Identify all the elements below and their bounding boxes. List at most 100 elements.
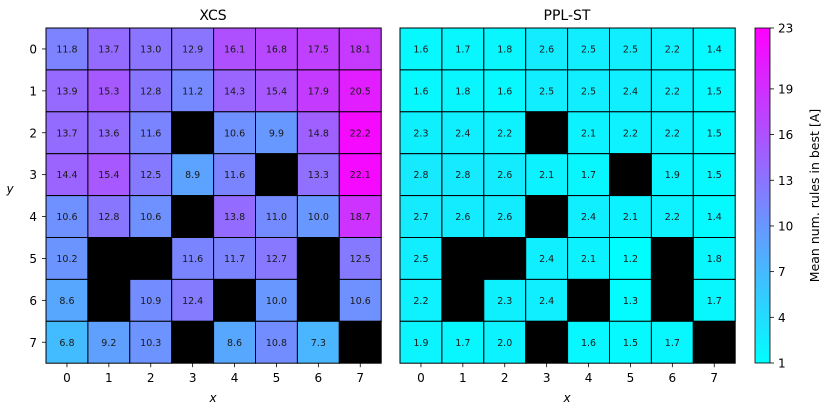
cell-value-label: 2.3 — [497, 296, 512, 307]
pplst-title: PPL-ST — [544, 8, 591, 24]
y-tick-label: 4 — [29, 210, 37, 224]
cell-value-label: 12.8 — [98, 212, 119, 223]
cell-value-label: 2.6 — [539, 44, 554, 55]
cell-value-label: 1.2 — [623, 254, 638, 265]
heatmap-cell — [399, 153, 443, 197]
cell-value-label: 2.4 — [623, 86, 638, 97]
x-tick-label: 4 — [231, 371, 239, 385]
cell-value-label: 2.2 — [665, 44, 680, 55]
cell-value-label: 10.3 — [140, 338, 161, 349]
cell-value-label: 1.3 — [623, 296, 638, 307]
masked-cell — [129, 237, 173, 280]
cell-value-label: 18.1 — [350, 44, 371, 55]
cell-value-label: 2.5 — [581, 86, 596, 97]
colorbar-tick-label: 23 — [778, 22, 793, 36]
cell-value-label: 1.7 — [455, 338, 470, 349]
masked-cell — [87, 237, 131, 280]
cell-value-label: 13.0 — [140, 44, 161, 55]
cell-value-label: 14.3 — [224, 86, 245, 97]
heatmap-cell — [692, 278, 736, 322]
heatmap-cell — [338, 278, 382, 322]
heatmap-cell — [525, 27, 569, 71]
masked-cell — [567, 278, 610, 322]
cell-value-label: 8.6 — [59, 296, 74, 307]
heatmap-cell — [213, 153, 257, 197]
cell-value-label: 2.2 — [665, 128, 680, 139]
cell-value-label: 15.4 — [98, 170, 119, 181]
cell-value-label: 14.4 — [56, 170, 77, 181]
heatmap-cell — [45, 195, 89, 239]
cell-value-label: 10.6 — [224, 128, 245, 139]
masked-cell — [650, 237, 694, 280]
masked-cell — [87, 278, 131, 322]
xcs-x-axis-label: x — [208, 391, 217, 405]
masked-cell — [525, 195, 569, 239]
cell-value-label: 1.9 — [413, 338, 428, 349]
cell-value-label: 1.6 — [413, 86, 428, 97]
xcs-heatmap: 11.8 13.7 13.0 12.9 16.1 16.8 17.5 18.113.9 15.3… — [29, 27, 382, 385]
colorbar-tick-label: 4 — [778, 311, 786, 325]
cell-value-label: 20.5 — [350, 86, 371, 97]
y-tick-label: 6 — [29, 294, 37, 308]
colorbar-tick-label: 16 — [778, 128, 793, 142]
heatmap-cell — [692, 27, 736, 71]
y-tick-label: 2 — [29, 126, 37, 140]
heatmap-cell — [609, 27, 652, 71]
masked-cell — [171, 111, 215, 155]
heatmap-cell — [171, 153, 215, 197]
colorbar-tick-label: 10 — [778, 219, 793, 233]
heatmap-cell — [87, 111, 131, 155]
cell-value-label: 2.1 — [581, 128, 596, 139]
masked-cell — [441, 237, 485, 280]
heatmap-cell — [692, 195, 736, 239]
pplst-x-axis-label: x — [562, 391, 571, 405]
masked-cell — [441, 278, 485, 322]
cell-value-label: 2.2 — [623, 128, 638, 139]
cell-value-label: 17.5 — [308, 44, 329, 55]
heatmap-cell — [171, 278, 215, 322]
heatmap-cell — [129, 111, 173, 155]
cell-value-label: 1.5 — [707, 86, 722, 97]
masked-cell — [525, 111, 569, 155]
heatmap-cell — [525, 69, 569, 113]
x-tick-label: 6 — [669, 371, 677, 385]
cell-value-label: 2.5 — [581, 44, 596, 55]
heatmap-cell — [483, 278, 527, 322]
cell-value-label: 2.1 — [581, 254, 596, 265]
x-tick-label: 0 — [63, 371, 71, 385]
cell-value-label: 2.2 — [413, 296, 428, 307]
cell-value-label: 1.8 — [497, 44, 512, 55]
cell-value-label: 2.1 — [539, 170, 554, 181]
cell-value-label: 1.5 — [707, 170, 722, 181]
cell-value-label: 2.1 — [623, 212, 638, 223]
x-tick-label: 3 — [543, 371, 551, 385]
cell-value-label: 2.5 — [539, 86, 554, 97]
heatmap-cell — [255, 278, 298, 322]
heatmap-cell — [399, 320, 443, 364]
cell-value-label: 1.7 — [707, 296, 722, 307]
heatmap-cell — [399, 69, 443, 113]
heatmap-cell — [213, 111, 257, 155]
cell-value-label: 8.6 — [227, 338, 242, 349]
cell-value-label: 2.4 — [539, 254, 554, 265]
cell-value-label: 2.8 — [455, 170, 470, 181]
y-tick-label: 1 — [29, 84, 37, 98]
heatmap-cell — [255, 69, 298, 113]
heatmap-cell — [441, 153, 485, 197]
cell-value-label: 1.7 — [581, 170, 596, 181]
cell-value-label: 1.7 — [455, 44, 470, 55]
y-tick-label: 0 — [29, 42, 37, 56]
cell-value-label: 16.8 — [266, 44, 287, 55]
cell-value-label: 12.7 — [266, 254, 287, 265]
cell-value-label: 10.6 — [350, 296, 371, 307]
heatmap-cell — [692, 111, 736, 155]
cell-value-label: 2.2 — [665, 212, 680, 223]
cell-value-label: 13.7 — [98, 44, 119, 55]
x-tick-label: 2 — [147, 371, 155, 385]
heatmap-cell — [441, 27, 485, 71]
cell-value-label: 10.6 — [140, 212, 161, 223]
heatmap-cell — [567, 237, 610, 280]
heatmap-cell — [650, 320, 694, 364]
heatmap-cell — [650, 27, 694, 71]
heatmap-cell — [650, 111, 694, 155]
